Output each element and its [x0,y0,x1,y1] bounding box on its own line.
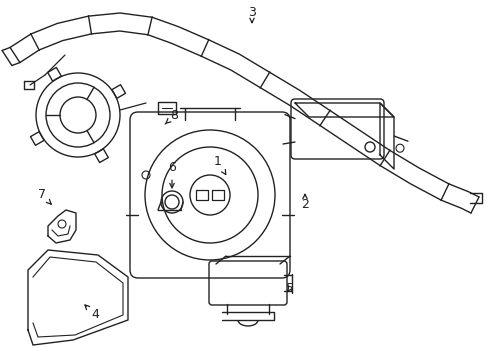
Text: 5: 5 [285,282,293,294]
Text: 6: 6 [168,162,176,188]
Text: 1: 1 [214,156,225,175]
Text: 7: 7 [38,189,51,204]
Text: 2: 2 [301,194,308,211]
Text: 8: 8 [165,109,178,124]
Text: 4: 4 [85,305,99,321]
Text: 3: 3 [247,5,255,23]
